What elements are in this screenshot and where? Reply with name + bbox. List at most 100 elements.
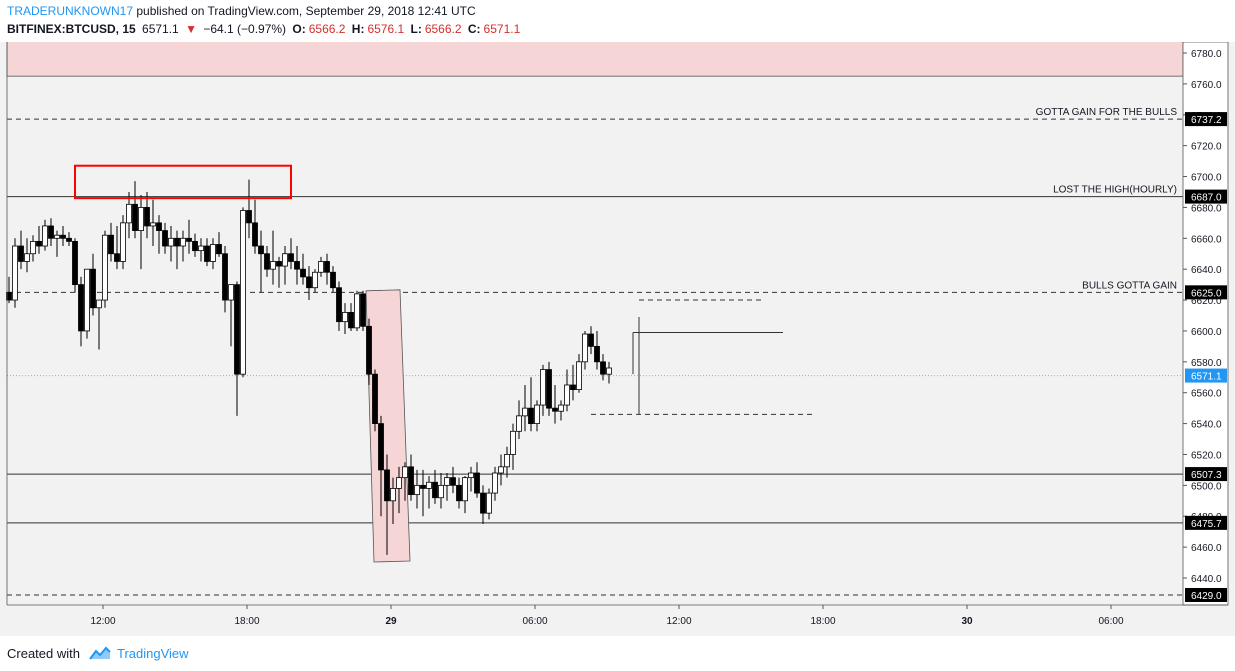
highlight-box[interactable] bbox=[74, 164, 292, 200]
candle[interactable] bbox=[462, 477, 468, 502]
candle[interactable] bbox=[540, 369, 546, 406]
candle[interactable] bbox=[354, 293, 360, 329]
candle[interactable] bbox=[264, 253, 270, 270]
candle[interactable] bbox=[60, 234, 66, 239]
candle[interactable] bbox=[48, 225, 54, 239]
resistance-zone[interactable] bbox=[6, 42, 1184, 77]
candle[interactable] bbox=[336, 287, 342, 323]
candle[interactable] bbox=[246, 210, 252, 224]
candle[interactable] bbox=[90, 268, 96, 309]
price-chart[interactable]: GOTTA GAIN FOR THE BULLS LOST THE HIGH(HO… bbox=[0, 42, 1235, 636]
candle[interactable] bbox=[444, 477, 450, 486]
candle[interactable] bbox=[252, 222, 258, 247]
price-axis[interactable] bbox=[1182, 42, 1229, 606]
candle[interactable] bbox=[192, 240, 198, 252]
candle[interactable] bbox=[54, 234, 60, 239]
time-axis[interactable] bbox=[7, 605, 1183, 635]
candle[interactable] bbox=[456, 484, 462, 502]
candle[interactable] bbox=[522, 407, 528, 417]
candle[interactable] bbox=[180, 237, 186, 247]
candle[interactable] bbox=[12, 245, 18, 301]
candle[interactable] bbox=[24, 253, 30, 262]
candle[interactable] bbox=[282, 253, 288, 267]
candle[interactable] bbox=[72, 240, 78, 286]
tradingview-brand-link[interactable]: TradingView bbox=[117, 646, 189, 661]
candle[interactable] bbox=[234, 284, 240, 375]
candle[interactable] bbox=[30, 240, 36, 255]
candle[interactable] bbox=[474, 472, 480, 494]
candle[interactable] bbox=[390, 488, 396, 502]
candle[interactable] bbox=[66, 237, 72, 242]
candle[interactable] bbox=[300, 268, 306, 278]
candle[interactable] bbox=[150, 222, 156, 227]
candle[interactable] bbox=[426, 481, 432, 489]
candle[interactable] bbox=[408, 466, 414, 496]
candle[interactable] bbox=[120, 222, 126, 262]
candle[interactable] bbox=[216, 244, 222, 255]
candle[interactable] bbox=[306, 276, 312, 289]
candle[interactable] bbox=[84, 268, 90, 332]
candle[interactable] bbox=[420, 484, 426, 489]
candle[interactable] bbox=[108, 234, 114, 255]
candle[interactable] bbox=[198, 245, 204, 252]
candle[interactable] bbox=[378, 423, 384, 471]
candle[interactable] bbox=[186, 237, 192, 242]
candle[interactable] bbox=[288, 253, 294, 262]
candle[interactable] bbox=[276, 261, 282, 267]
candle[interactable] bbox=[168, 237, 174, 247]
symbol-name[interactable]: BITFINEX:BTCUSD, 15 bbox=[7, 22, 136, 36]
candle[interactable] bbox=[504, 454, 510, 468]
candle[interactable] bbox=[546, 369, 552, 409]
tradingview-logo-icon[interactable] bbox=[88, 645, 112, 661]
candle[interactable] bbox=[414, 484, 420, 496]
candle[interactable] bbox=[450, 477, 456, 486]
candle[interactable] bbox=[492, 472, 498, 494]
candle[interactable] bbox=[396, 477, 402, 489]
candle[interactable] bbox=[162, 230, 168, 247]
candle[interactable] bbox=[18, 245, 24, 262]
candle[interactable] bbox=[384, 469, 390, 502]
candle[interactable] bbox=[78, 284, 84, 332]
plot-area[interactable] bbox=[7, 42, 1183, 605]
candle[interactable] bbox=[342, 312, 348, 323]
candle[interactable] bbox=[372, 373, 378, 424]
candle[interactable] bbox=[318, 261, 324, 273]
candle[interactable] bbox=[606, 367, 612, 375]
candle[interactable] bbox=[222, 253, 228, 301]
candle[interactable] bbox=[6, 291, 12, 301]
candle[interactable] bbox=[132, 203, 138, 231]
candle[interactable] bbox=[294, 261, 300, 270]
candle[interactable] bbox=[594, 345, 600, 363]
candle[interactable] bbox=[96, 299, 102, 309]
candle[interactable] bbox=[138, 207, 144, 231]
candle[interactable] bbox=[156, 222, 162, 231]
candle[interactable] bbox=[516, 415, 522, 432]
candle[interactable] bbox=[510, 430, 516, 455]
candle[interactable] bbox=[486, 492, 492, 514]
candle[interactable] bbox=[438, 484, 444, 499]
candle[interactable] bbox=[126, 203, 132, 224]
candle[interactable] bbox=[330, 271, 336, 289]
candle[interactable] bbox=[588, 333, 594, 347]
candle[interactable] bbox=[312, 271, 318, 289]
candle[interactable] bbox=[552, 407, 558, 412]
candle[interactable] bbox=[576, 361, 582, 391]
candle[interactable] bbox=[228, 284, 234, 301]
candle[interactable] bbox=[528, 407, 534, 424]
candle[interactable] bbox=[480, 492, 486, 514]
candle[interactable] bbox=[102, 234, 108, 301]
candle[interactable] bbox=[324, 261, 330, 273]
candle[interactable] bbox=[144, 207, 150, 227]
candle[interactable] bbox=[258, 245, 264, 255]
candle[interactable] bbox=[558, 404, 564, 412]
author-link[interactable]: TRADERUNKNOWN17 bbox=[7, 4, 134, 18]
candle[interactable] bbox=[402, 466, 408, 479]
candle[interactable] bbox=[534, 404, 540, 424]
candle[interactable] bbox=[240, 210, 246, 375]
candle[interactable] bbox=[36, 240, 42, 247]
candle[interactable] bbox=[270, 261, 276, 270]
candle[interactable] bbox=[432, 481, 438, 499]
candle[interactable] bbox=[570, 384, 576, 391]
candle[interactable] bbox=[564, 384, 570, 406]
candle[interactable] bbox=[42, 225, 48, 247]
